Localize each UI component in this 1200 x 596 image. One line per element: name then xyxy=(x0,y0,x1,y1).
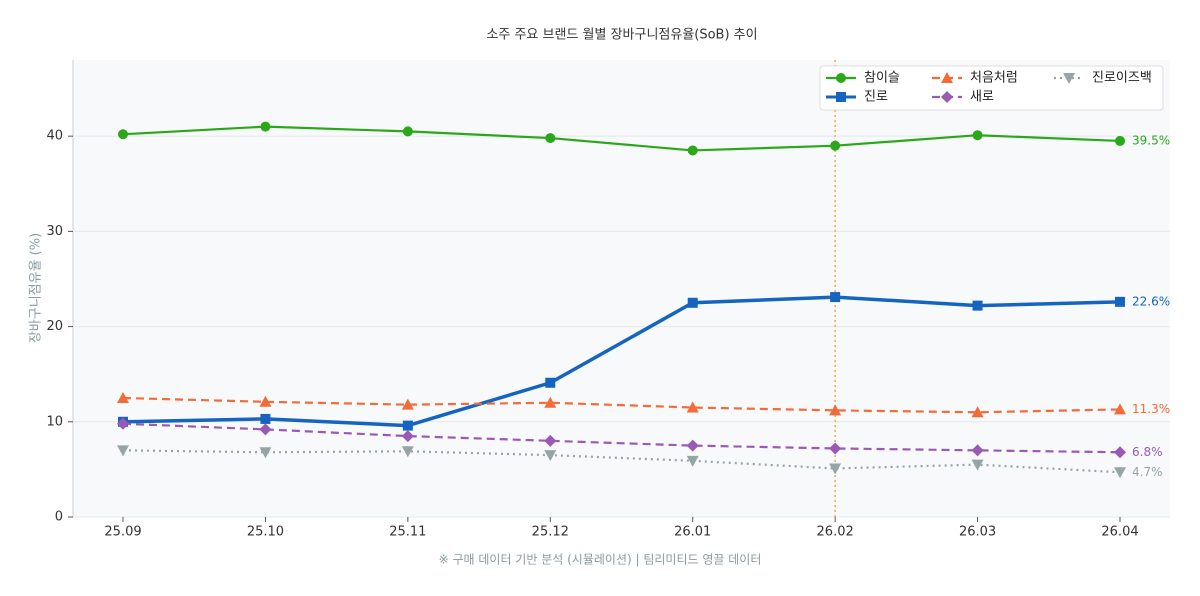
point xyxy=(1114,403,1126,415)
line xyxy=(122,295,1121,428)
legend-box xyxy=(819,65,1164,111)
y-axis-label: 장바구니점유율 (%) xyxy=(29,233,44,343)
x-tick-label: 26.01 xyxy=(674,525,711,540)
point xyxy=(972,130,983,141)
x-tick-label: 25.10 xyxy=(247,525,284,540)
point xyxy=(259,423,272,436)
value-label: 4.7% xyxy=(1132,465,1163,479)
point xyxy=(259,395,272,407)
point xyxy=(972,300,983,311)
series: 11.3% xyxy=(117,391,1170,418)
point xyxy=(117,391,129,403)
line xyxy=(122,449,1121,474)
point xyxy=(829,442,842,455)
point xyxy=(686,401,699,413)
legend-label: 진로이즈백 xyxy=(1092,71,1152,86)
point xyxy=(971,444,984,457)
point xyxy=(260,413,271,424)
point xyxy=(829,404,842,416)
value-label: 22.6% xyxy=(1132,294,1170,308)
legend-label: 새로 xyxy=(970,90,994,105)
value-label: 6.8% xyxy=(1132,445,1163,459)
point xyxy=(401,430,414,443)
chart-title: 소주 주요 브랜드 월별 장바구니점유율(SoB) 추이 xyxy=(486,28,757,43)
legend-label: 진로 xyxy=(864,90,888,105)
line xyxy=(122,396,1121,414)
point xyxy=(1114,467,1126,479)
point xyxy=(545,377,556,388)
x-tick-label: 26.02 xyxy=(817,525,854,540)
point xyxy=(545,133,556,144)
point xyxy=(1115,135,1125,146)
point xyxy=(971,406,984,418)
point xyxy=(687,145,698,156)
y-tick-label: 0 xyxy=(55,510,63,525)
legend-marker xyxy=(836,92,846,102)
line xyxy=(122,125,1121,152)
point xyxy=(686,455,699,467)
point xyxy=(971,459,984,471)
x-tick-label: 25.11 xyxy=(389,525,426,540)
point xyxy=(260,121,271,132)
value-label: 39.5% xyxy=(1132,133,1170,147)
point xyxy=(402,420,413,431)
legend-marker xyxy=(836,73,846,83)
point xyxy=(830,140,841,151)
point xyxy=(402,126,413,137)
x-tick-label: 26.03 xyxy=(959,525,996,540)
y-tick-label: 10 xyxy=(46,414,63,429)
point xyxy=(1114,446,1126,459)
legend-marker xyxy=(941,72,953,83)
y-tick-label: 20 xyxy=(46,319,63,334)
point xyxy=(117,445,129,457)
point xyxy=(687,297,698,308)
x-tick-label: 25.12 xyxy=(532,525,569,540)
point xyxy=(544,396,557,408)
point xyxy=(117,417,129,430)
point xyxy=(401,398,414,410)
series: 39.5% xyxy=(118,121,1170,156)
point xyxy=(830,292,841,303)
y-tick-label: 40 xyxy=(46,129,63,144)
legend-label: 처음처럼 xyxy=(970,71,1018,86)
point xyxy=(544,450,557,462)
point xyxy=(401,446,414,458)
point xyxy=(686,439,699,452)
legend-marker xyxy=(1063,73,1075,84)
series: 6.8% xyxy=(117,417,1163,459)
x-tick-label: 26.04 xyxy=(1101,525,1138,540)
legend-marker xyxy=(941,91,953,103)
point xyxy=(1115,296,1125,307)
point xyxy=(118,129,128,140)
series: 4.7% xyxy=(117,445,1163,479)
point xyxy=(544,434,557,447)
value-label: 11.3% xyxy=(1132,402,1170,416)
footnote: ※ 구매 데이터 기반 분석 (시뮬레이션) | 팀리미티드 영끌 데이터 xyxy=(439,553,762,567)
y-tick-label: 30 xyxy=(46,224,63,239)
point xyxy=(259,447,272,459)
legend-label: 참이슬 xyxy=(864,71,900,86)
x-tick-label: 25.09 xyxy=(104,525,141,540)
point xyxy=(829,463,842,475)
line xyxy=(122,422,1121,454)
